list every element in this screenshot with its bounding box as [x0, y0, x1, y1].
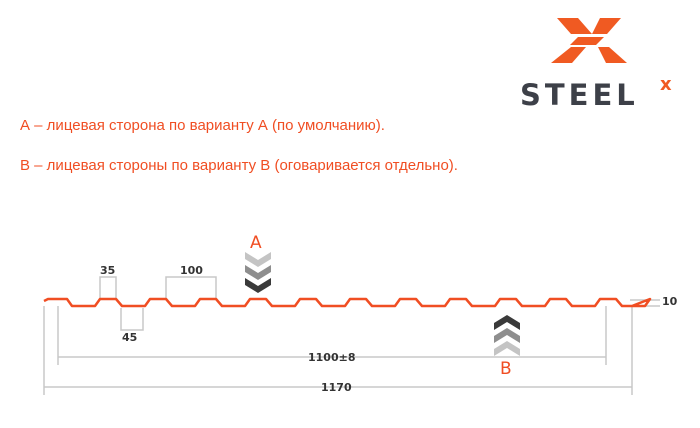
svg-text:x: x [660, 74, 672, 95]
sheet-profile [43, 297, 652, 308]
note-side-b: В – лицевая стороны по варианту В (огова… [20, 157, 458, 174]
side-a-label: A [250, 233, 262, 253]
side-a-chevrons [245, 252, 271, 293]
chevron-icon [494, 315, 520, 330]
total-width-label: 1170 [321, 381, 352, 394]
chevron-icon [494, 328, 520, 343]
side-b-label: B [500, 359, 512, 379]
side-b-chevrons [494, 315, 520, 356]
note-side-a: А – лицевая сторона по варианту А (по ум… [20, 117, 385, 134]
useful-width-label: 1100±8 [308, 351, 356, 364]
height-label: 10 [662, 295, 678, 308]
dimension-lines [43, 276, 660, 395]
chevron-icon [494, 341, 520, 356]
chevron-icon [245, 252, 271, 267]
pitch-label: 100 [180, 264, 203, 277]
svg-text:STEEL: STEEL [520, 78, 639, 112]
top-width-label: 35 [100, 264, 115, 277]
bottom-width-label: 45 [122, 331, 137, 344]
chevron-icon [245, 278, 271, 293]
chevron-icon [245, 265, 271, 280]
steelx-logo: STEEL x [520, 18, 672, 112]
